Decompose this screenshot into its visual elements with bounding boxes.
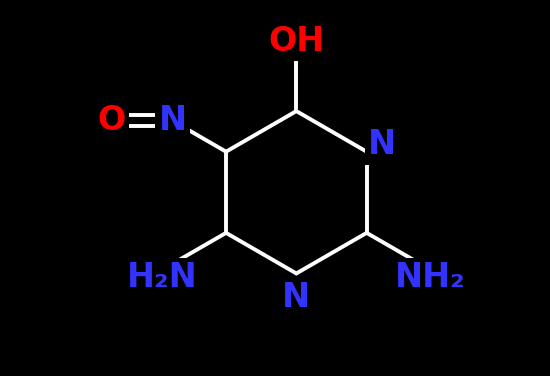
Text: H₂N: H₂N: [127, 261, 198, 294]
Text: N: N: [159, 105, 187, 137]
Text: N: N: [282, 281, 310, 314]
Text: O: O: [97, 105, 125, 137]
Text: NH₂: NH₂: [395, 261, 465, 294]
Text: OH: OH: [268, 24, 324, 58]
Text: N: N: [368, 128, 396, 161]
